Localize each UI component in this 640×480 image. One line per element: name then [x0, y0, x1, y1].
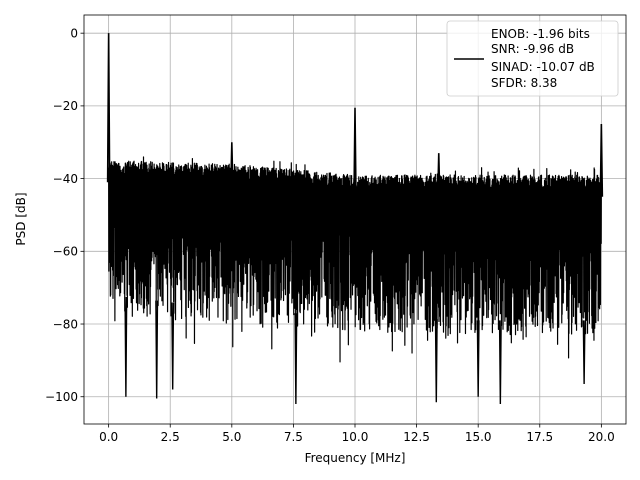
psd-minimum [498, 320, 502, 405]
y-ticks: 0 −20 −40 −60 −80 −100 [45, 26, 84, 404]
legend-entry-enob: ENOB: -1.96 bits [491, 27, 590, 41]
x-tick-label: 2.5 [161, 430, 180, 444]
psd-minimum [434, 319, 438, 403]
psd-minimum [171, 302, 175, 390]
y-axis-title: PSD [dB] [14, 192, 28, 245]
psd-minimum [124, 296, 128, 397]
x-ticks: 0.0 2.5 5.0 7.5 10.0 12.5 15.0 17.5 20.0 [99, 424, 615, 444]
psd-minimum [476, 320, 480, 397]
legend-box [446, 20, 619, 97]
psd-spur [436, 153, 441, 197]
psd-spur [230, 142, 234, 186]
psd-spur [353, 107, 357, 197]
psd-spur [106, 33, 111, 183]
x-tick-label: 7.5 [284, 430, 303, 444]
x-tick-label: 5.0 [222, 430, 241, 444]
x-tick-label: 0.0 [99, 430, 118, 444]
x-tick-label: 12.5 [403, 430, 430, 444]
x-tick-label: 10.0 [342, 430, 369, 444]
y-tick-label: −100 [45, 390, 78, 404]
y-tick-label: −60 [53, 245, 78, 259]
x-tick-label: 20.0 [588, 430, 615, 444]
y-tick-label: −40 [53, 172, 78, 186]
psd-minimum [294, 313, 298, 405]
legend-entry-snr: SNR: -9.96 dB [491, 42, 574, 56]
x-tick-label: 17.5 [526, 430, 553, 444]
psd-spur [599, 124, 604, 197]
y-tick-label: −80 [53, 317, 78, 331]
psd-minimum [582, 320, 586, 385]
x-tick-label: 15.0 [465, 430, 492, 444]
x-axis-title: Frequency [MHz] [305, 451, 406, 465]
psd-series [106, 33, 604, 405]
y-tick-label: 0 [70, 26, 78, 40]
psd-minimum [155, 300, 159, 399]
legend: ENOB: -1.96 bits SNR: -9.96 dB SINAD: -1… [446, 20, 619, 97]
y-tick-label: −20 [53, 99, 78, 113]
legend-entry-sfdr: SFDR: 8.38 [491, 76, 557, 90]
legend-entry-sinad: SINAD: -10.07 dB [491, 60, 595, 74]
